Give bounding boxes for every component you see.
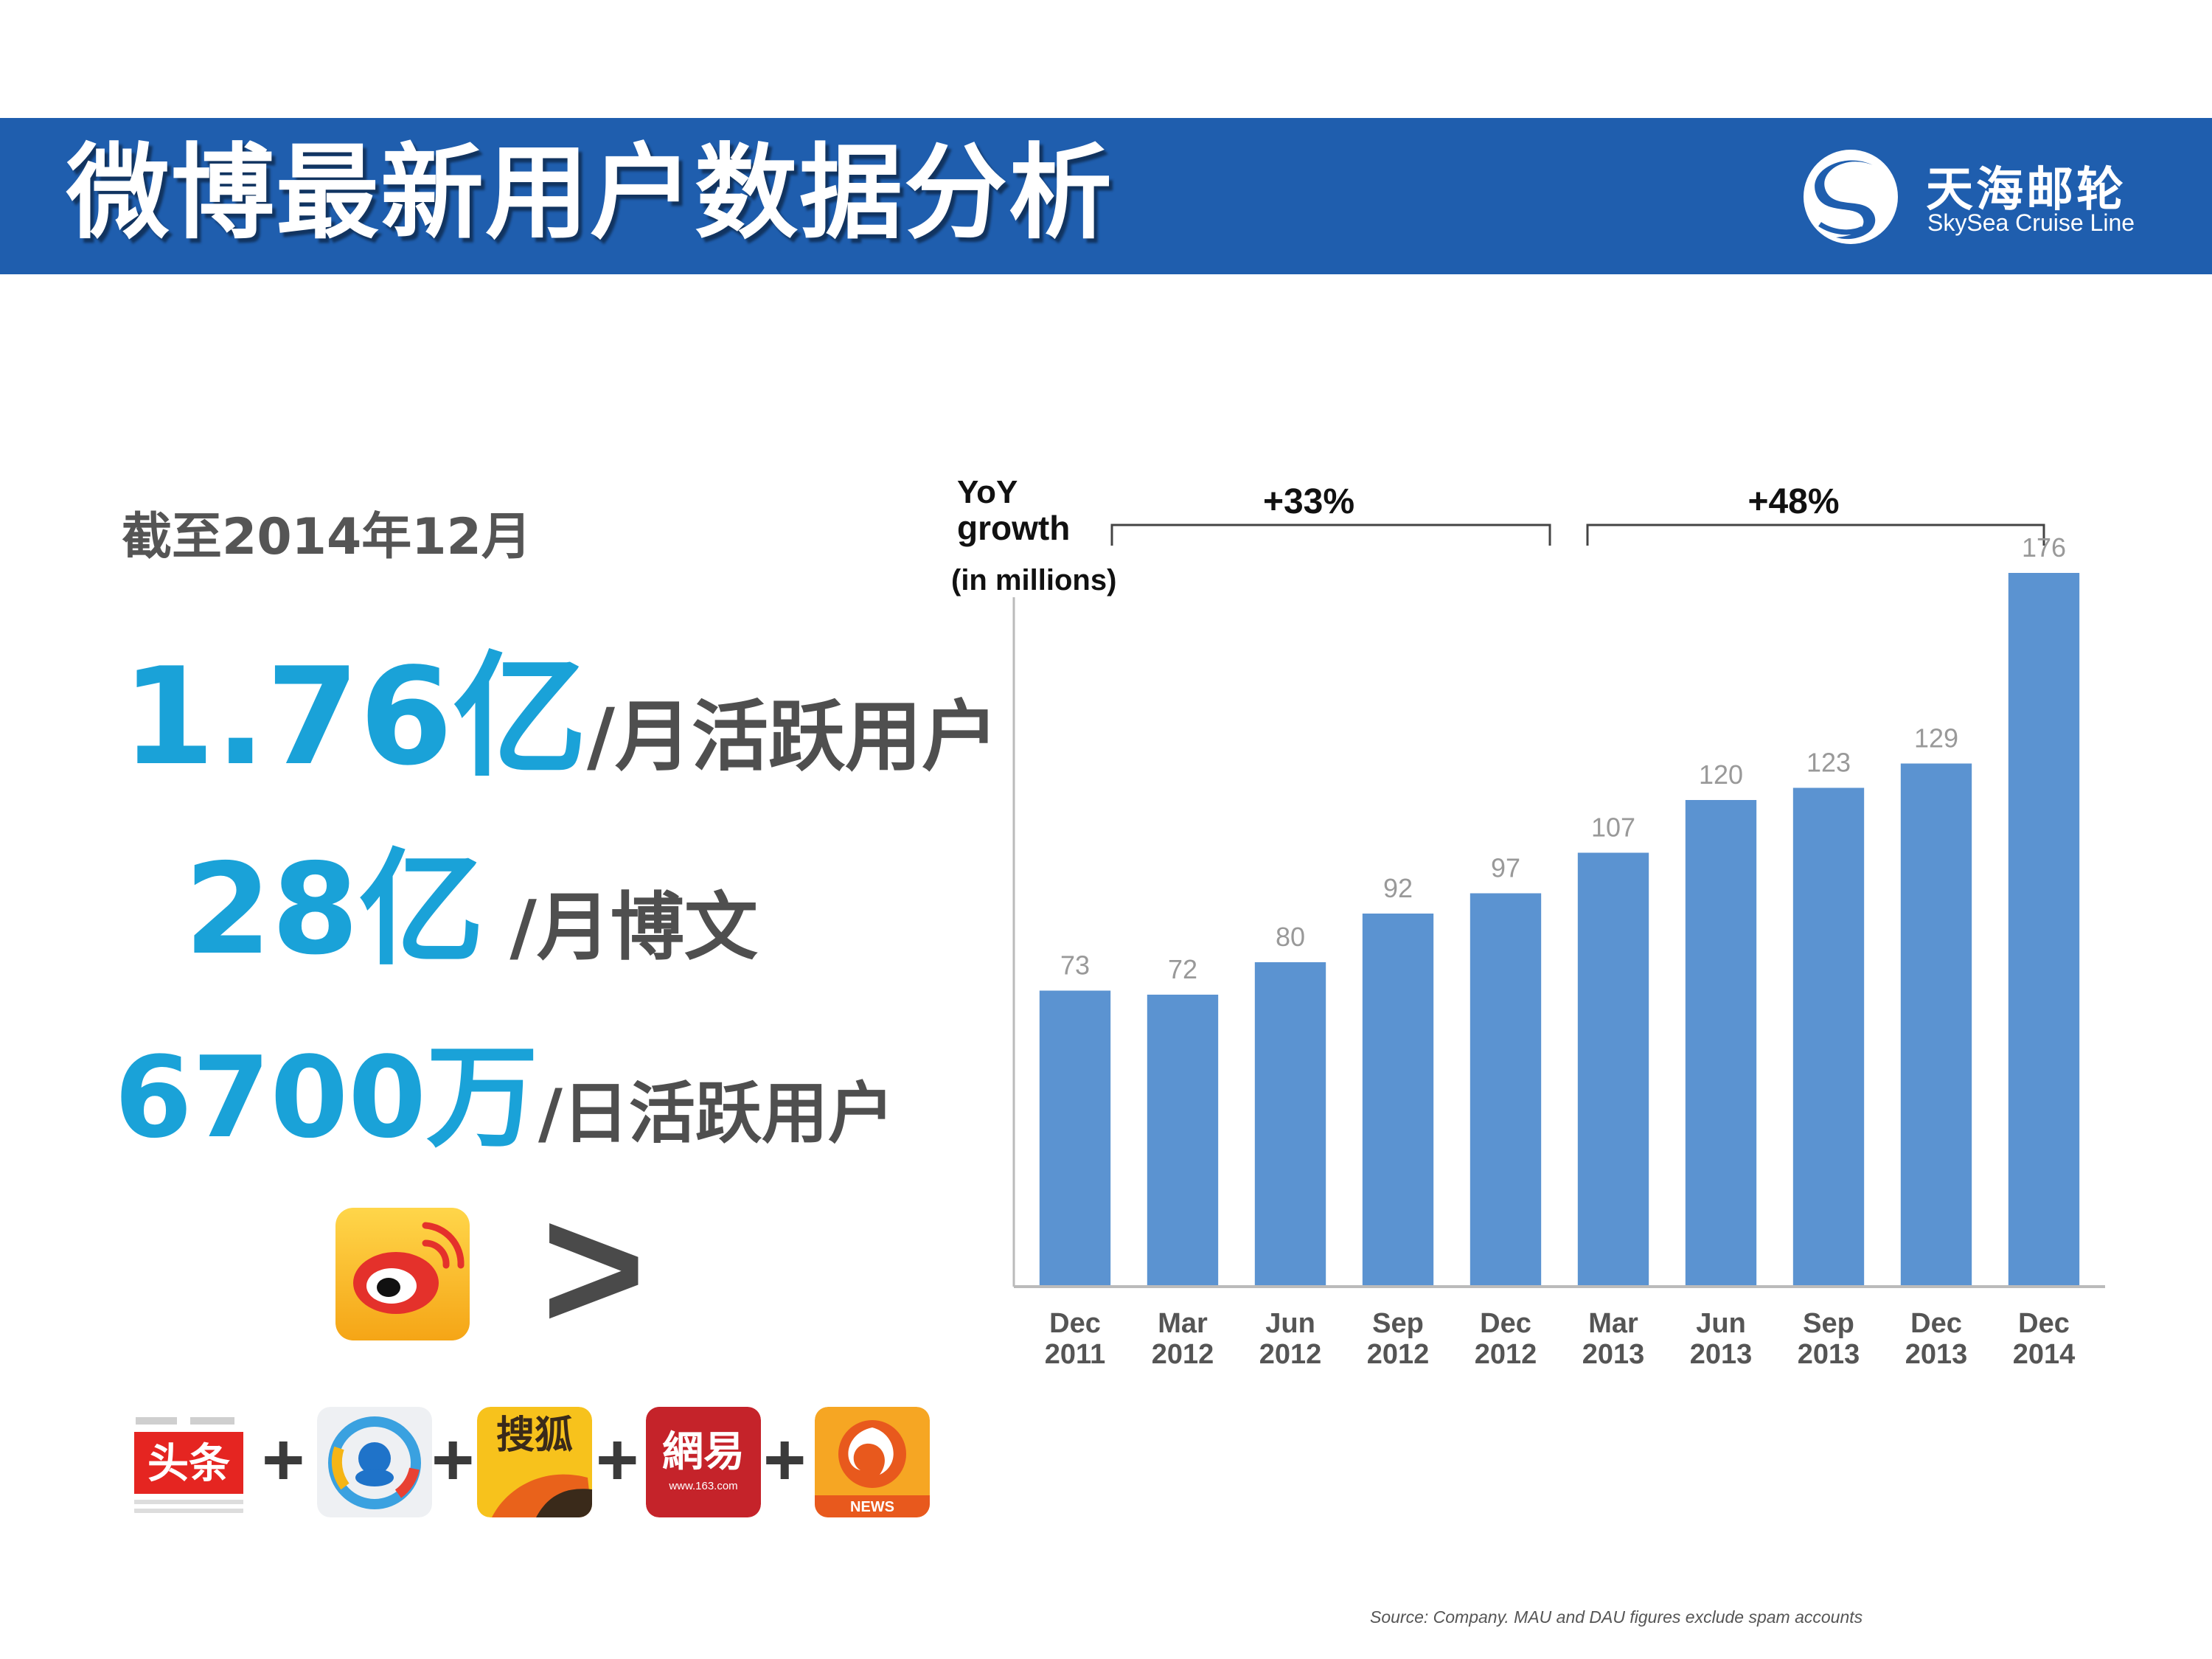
skysea-logo-icon [1804, 150, 1898, 244]
as-of-date: 截至2014年12月 [122, 508, 532, 566]
bar [1685, 800, 1757, 1287]
weibo-icon [335, 1208, 470, 1340]
toutiao-icon: 头条 [131, 1407, 246, 1517]
bar [2008, 573, 2080, 1287]
stat-mau-value: 1.76亿 [122, 639, 588, 795]
x-tick-label: Dec [1480, 1308, 1531, 1339]
x-tick-label: 2014 [2013, 1339, 2076, 1370]
sohu-text: 搜狐 [496, 1413, 573, 1458]
page-title: 微博最新用户数据分析 [66, 133, 1114, 254]
stat-dau-value: 6700万 [114, 1032, 539, 1163]
stat-dau: 6700万/日活跃用户 [114, 1006, 894, 1169]
ylabel-yoy: YoY [957, 474, 1018, 510]
x-tick-label: Sep [1372, 1308, 1424, 1339]
ifeng-news-text: NEWS [850, 1499, 894, 1515]
bar [1147, 995, 1219, 1287]
bar-value-label: 97 [1491, 853, 1520, 883]
x-tick-label: Dec [1910, 1308, 1962, 1339]
x-axis-labels: Dec2011Mar2012Jun2012Sep2012Dec2012Mar20… [1045, 1308, 2076, 1370]
bar [1254, 962, 1326, 1287]
bar-value-label: 72 [1168, 954, 1197, 984]
bar [1362, 914, 1434, 1287]
sohu-icon: 搜狐 [477, 1407, 592, 1517]
logo-chinese-text: 天海邮轮 [1926, 163, 2126, 218]
greater-than-symbol: > [542, 1169, 646, 1367]
netease-icon: 網易 www.163.com [646, 1407, 761, 1517]
x-tick-label: Dec [1049, 1308, 1101, 1339]
x-tick-label: 2013 [1905, 1339, 1968, 1370]
x-tick-label: Jun [1265, 1308, 1315, 1339]
x-tick-label: Jun [1696, 1308, 1746, 1339]
source-note: Source: Company. MAU and DAU figures exc… [1370, 1607, 1863, 1627]
value-labels: 73 72 80 92 97 107 120 123 129 176 [1060, 532, 2066, 984]
x-tick-label: 2012 [1367, 1339, 1430, 1370]
bar-value-label: 73 [1060, 950, 1090, 981]
bar [1039, 990, 1111, 1287]
bar [1792, 787, 1865, 1287]
bar-value-label: 120 [1699, 759, 1743, 790]
stat-posts-label: /月博文 [484, 884, 758, 970]
x-tick-label: Mar [1158, 1308, 1208, 1339]
stat-posts: 28亿 /月博文 [184, 807, 758, 989]
x-tick-label: Sep [1803, 1308, 1854, 1339]
x-tick-label: 2012 [1475, 1339, 1537, 1370]
unit-note: (in millions) [951, 564, 1116, 597]
x-tick-label: Mar [1588, 1308, 1638, 1339]
bar-value-label: 129 [1914, 723, 1958, 754]
bar-value-label: 80 [1276, 922, 1305, 952]
netease-subtext: www.163.com [668, 1480, 737, 1492]
tencent-news-icon [317, 1407, 432, 1517]
growth-brackets: +33% +48% [1110, 482, 2045, 546]
bars [1039, 573, 2080, 1287]
plus-sign: + [596, 1419, 639, 1501]
growth-bracket [1586, 524, 2045, 546]
growth-bracket [1110, 524, 1551, 546]
axes [1012, 597, 2105, 1288]
plus-sign: + [763, 1419, 807, 1501]
stat-mau-label: /月活跃用户 [587, 692, 999, 782]
plus-sign: + [262, 1419, 305, 1501]
bar-value-label: 176 [2022, 532, 2066, 563]
bar [1577, 852, 1649, 1287]
x-tick-label: 2012 [1259, 1339, 1322, 1370]
bar-value-label: 123 [1806, 748, 1851, 778]
x-tick-label: 2013 [1690, 1339, 1753, 1370]
bar [1470, 893, 1542, 1287]
bar-value-label: 107 [1591, 813, 1635, 843]
ylabel-growth: growth [957, 509, 1070, 547]
x-tick-label: 2011 [1045, 1339, 1105, 1370]
ifeng-news-icon: NEWS [815, 1407, 930, 1517]
x-tick-label: 2013 [1582, 1339, 1645, 1370]
chart-annotations: YoY growth (in millions) [951, 474, 1116, 597]
stat-mau: 1.76亿/月活跃用户 [122, 608, 998, 802]
x-tick-label: Dec [2018, 1308, 2070, 1339]
growth-label: +33% [1263, 482, 1354, 521]
plus-sign: + [431, 1419, 475, 1501]
stat-posts-value: 28亿 [184, 837, 484, 983]
x-tick-label: 2013 [1798, 1339, 1860, 1370]
mau-bar-chart: YoY growth (in millions) +33% +48% 73 72 80… [951, 474, 2105, 1370]
bar-value-label: 92 [1383, 873, 1413, 903]
toutiao-text: 头条 [147, 1440, 230, 1488]
netease-text: 網易 [662, 1427, 745, 1476]
logo-english-text: SkySea Cruise Line [1927, 209, 2135, 236]
stat-dau-label: /日活跃用户 [538, 1075, 894, 1152]
growth-label: +48% [1747, 482, 1839, 521]
skysea-logo: 天海邮轮 SkySea Cruise Line [1799, 147, 2146, 246]
bar [1900, 763, 1972, 1287]
x-tick-label: 2012 [1152, 1339, 1214, 1370]
